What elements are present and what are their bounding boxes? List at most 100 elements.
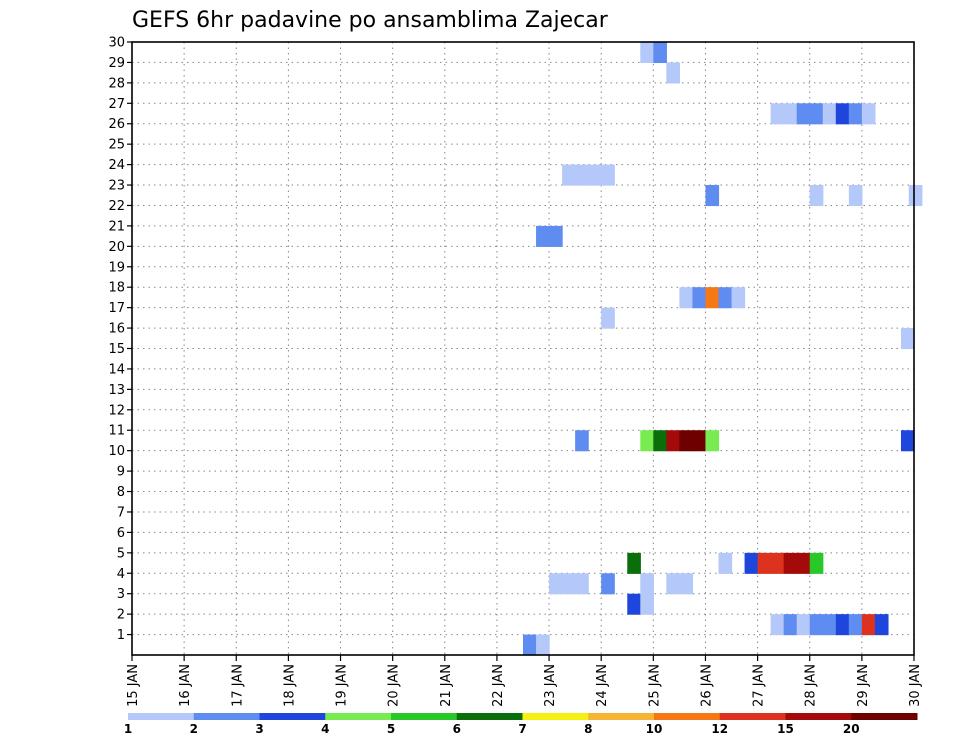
- colorbar-label: 7: [518, 722, 526, 736]
- y-tick-label: 2: [117, 608, 125, 623]
- y-tick-label: 3: [117, 587, 125, 602]
- colorbar-label: 1: [124, 722, 132, 736]
- data-cell: [601, 164, 615, 186]
- data-cell: [718, 287, 733, 309]
- data-cell: [679, 430, 694, 452]
- data-cell: [770, 614, 785, 636]
- data-cell: [822, 103, 837, 125]
- data-cell: [848, 185, 863, 207]
- data-cell: [640, 593, 654, 615]
- data-cell: [822, 614, 837, 636]
- data-cell: [809, 552, 824, 574]
- data-cell: [900, 430, 915, 452]
- y-tick-label: 29: [108, 56, 125, 71]
- colorbar-label: 12: [711, 722, 728, 736]
- y-tick-label: 19: [108, 260, 125, 275]
- colorbar-swatch: [719, 713, 786, 720]
- colorbar-label: 15: [777, 722, 794, 736]
- colorbar-swatch: [654, 713, 721, 720]
- data-cell: [588, 164, 602, 186]
- data-cells: [523, 42, 923, 656]
- data-cell: [757, 552, 772, 574]
- data-cell: [908, 185, 923, 207]
- data-cell: [562, 164, 576, 186]
- data-cell: [601, 307, 615, 329]
- data-cell: [705, 185, 720, 207]
- colorbar-legend: 1 2 3 4 5 6 7 8 10 12 15 20: [124, 713, 918, 736]
- y-tick-label: 16: [108, 322, 125, 337]
- data-cell: [562, 573, 576, 595]
- data-cell: [718, 552, 733, 574]
- data-cell: [679, 573, 694, 595]
- y-tick-label: 26: [108, 117, 125, 132]
- data-cell: [627, 552, 641, 574]
- x-axis-ticks: 15 JAN 16 JAN 17 JAN 18 JAN 19 JAN 20 JAN 21 J…: [126, 655, 923, 707]
- colorbar-label: 20: [843, 722, 860, 736]
- colorbar-swatch: [851, 713, 918, 720]
- x-tick-label: 17 JAN: [230, 664, 245, 707]
- data-cell: [679, 287, 694, 309]
- data-cell: [874, 614, 889, 636]
- y-tick-label: 28: [108, 76, 125, 91]
- x-tick-label: 15 JAN: [126, 664, 141, 707]
- y-tick-label: 23: [108, 179, 125, 194]
- data-cell: [900, 328, 915, 350]
- x-tick-label: 19 JAN: [335, 664, 350, 707]
- data-cell: [549, 573, 563, 595]
- y-tick-label: 9: [117, 465, 125, 480]
- y-tick-label: 22: [108, 199, 125, 214]
- y-tick-label: 1: [117, 628, 125, 643]
- y-tick-label: 10: [108, 444, 125, 459]
- y-tick-label: 14: [108, 362, 125, 377]
- data-cell: [705, 287, 720, 309]
- x-tick-label: 20 JAN: [387, 664, 402, 707]
- data-cell: [692, 430, 707, 452]
- data-cell: [666, 430, 680, 452]
- y-tick-label: 11: [108, 424, 125, 439]
- colorbar-swatch: [588, 713, 655, 720]
- data-cell: [770, 103, 785, 125]
- y-tick-label: 4: [117, 567, 125, 582]
- x-tick-label: 28 JAN: [804, 664, 819, 707]
- y-tick-label: 20: [108, 240, 125, 255]
- data-cell: [861, 614, 876, 636]
- data-cell: [692, 287, 707, 309]
- y-tick-label: 24: [108, 158, 125, 173]
- y-tick-label: 30: [108, 36, 125, 51]
- colorbar-label: 8: [584, 722, 592, 736]
- data-cell: [549, 225, 563, 247]
- data-cell: [796, 614, 811, 636]
- x-tick-label: 23 JAN: [543, 664, 558, 707]
- data-cell: [575, 573, 589, 595]
- data-cell: [848, 103, 863, 125]
- data-cell: [601, 573, 615, 595]
- data-cell: [783, 552, 798, 574]
- y-tick-label: 12: [108, 403, 125, 418]
- data-cell: [640, 42, 654, 64]
- y-tick-label: 8: [117, 485, 125, 500]
- data-cell: [640, 573, 654, 595]
- colorbar-swatch: [259, 713, 326, 720]
- y-tick-label: 5: [117, 546, 125, 561]
- data-cell: [848, 614, 863, 636]
- colorbar-label: 2: [190, 722, 198, 736]
- data-cell: [653, 430, 667, 452]
- x-tick-label: 27 JAN: [752, 664, 767, 707]
- colorbar-label: 3: [255, 722, 263, 736]
- data-cell: [835, 614, 850, 636]
- colorbar-label: 6: [453, 722, 461, 736]
- chart-title: GEFS 6hr padavine po ansamblima Zajecar: [132, 8, 609, 33]
- colorbar-label: 5: [387, 722, 395, 736]
- colorbar-swatch: [456, 713, 523, 720]
- data-cell: [523, 634, 537, 656]
- x-tick-label: 30 JAN: [908, 664, 923, 707]
- y-axis-ticks: 1234567891011121314151617181920212223242…: [108, 36, 132, 643]
- data-cell: [536, 634, 550, 656]
- data-cell: [744, 552, 759, 574]
- x-tick-label: 16 JAN: [178, 664, 193, 707]
- y-tick-label: 7: [117, 505, 125, 520]
- data-cell: [835, 103, 850, 125]
- data-cell: [627, 593, 641, 615]
- y-tick-label: 27: [108, 97, 125, 112]
- colorbar-swatch: [128, 713, 195, 720]
